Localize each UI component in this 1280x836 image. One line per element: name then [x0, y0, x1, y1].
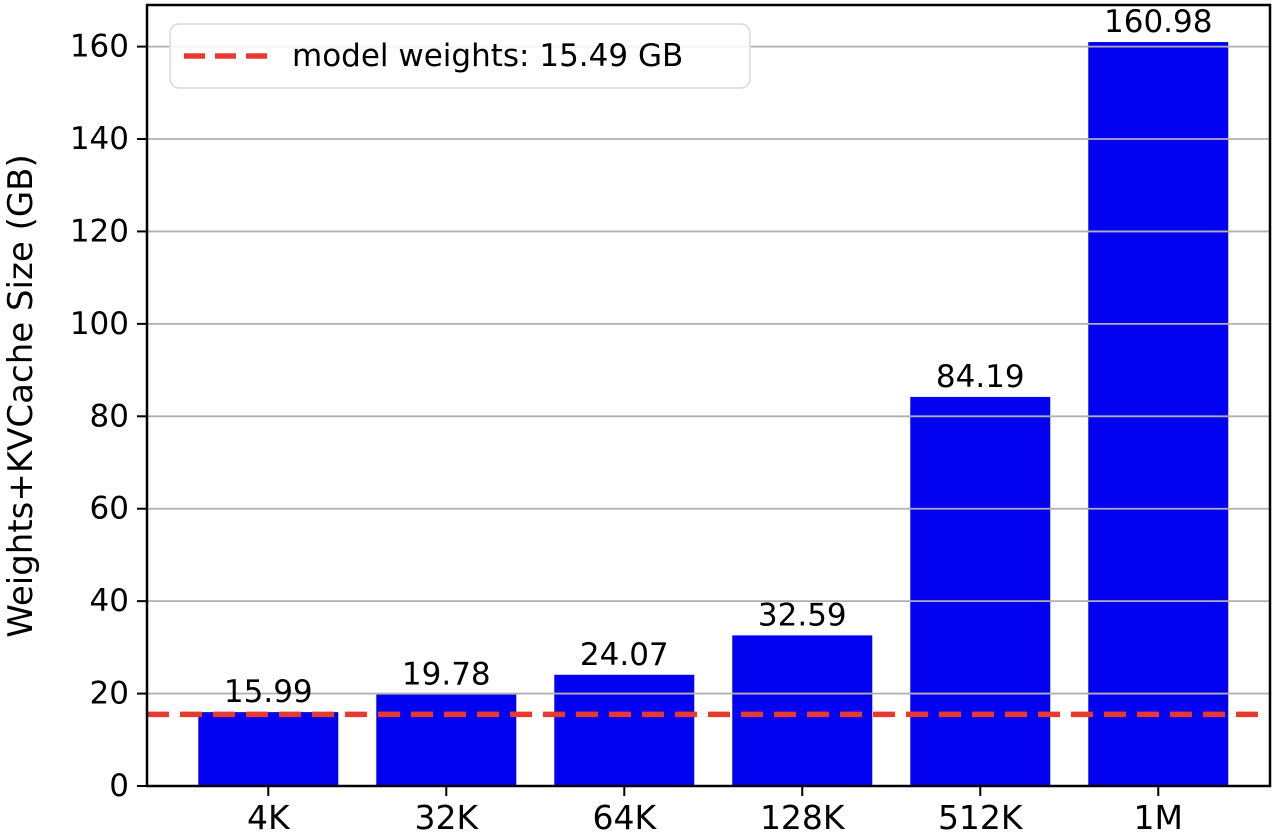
- y-tick-label-140: 140: [70, 121, 129, 157]
- plot-frame: [145, 3, 1272, 788]
- bar-value-label-1M: 160.98: [1104, 4, 1212, 40]
- grid-layer: [147, 45, 1270, 695]
- x-tick-label-512K: 512K: [938, 798, 1024, 836]
- bar-value-label-128K: 32.59: [758, 597, 847, 633]
- bar-4K: [198, 712, 339, 786]
- x-tick-labels: 4K 32K 64K 128K 512K 1M: [247, 798, 1183, 836]
- y-tick-label-80: 80: [90, 398, 129, 434]
- bar-128K: [732, 635, 873, 786]
- legend-entry-label: model weights: 15.49 GB: [292, 38, 683, 74]
- bar-64K: [554, 674, 695, 786]
- bar-value-labels: 15.99 19.78 24.07 32.59 84.19 160.98: [224, 4, 1213, 710]
- bars-layer: [198, 42, 1229, 786]
- y-axis-label: Weights+KVCache Size (GB): [1, 154, 41, 638]
- x-tick-label-4K: 4K: [247, 798, 291, 836]
- y-tick-label-100: 100: [70, 306, 129, 342]
- bar-512K: [910, 396, 1051, 786]
- bar-1M: [1088, 42, 1229, 786]
- y-tick-label-20: 20: [90, 676, 129, 712]
- x-tick-label-32K: 32K: [414, 798, 479, 836]
- y-tick-label-40: 40: [90, 583, 129, 619]
- legend-box: [169, 23, 751, 89]
- y-tick-label-0: 0: [109, 768, 129, 804]
- bar-value-label-4K: 15.99: [224, 674, 313, 710]
- x-tick-label-64K: 64K: [592, 798, 657, 836]
- y-tick-label-120: 120: [70, 213, 129, 249]
- bar-value-label-32K: 19.78: [402, 657, 491, 693]
- x-tick-label-1M: 1M: [1134, 798, 1183, 836]
- bar-32K: [376, 694, 517, 786]
- ticks-layer: [137, 45, 1160, 796]
- x-tick-label-128K: 128K: [760, 798, 846, 836]
- y-tick-labels: 0 20 40 60 80 100 120 140 160: [70, 29, 129, 804]
- legend: model weights: 15.49 GB: [169, 23, 751, 89]
- y-tick-label-60: 60: [90, 491, 129, 527]
- y-tick-label-160: 160: [70, 29, 129, 65]
- bar-value-label-64K: 24.07: [580, 637, 669, 673]
- bar-value-label-512K: 84.19: [936, 359, 1025, 395]
